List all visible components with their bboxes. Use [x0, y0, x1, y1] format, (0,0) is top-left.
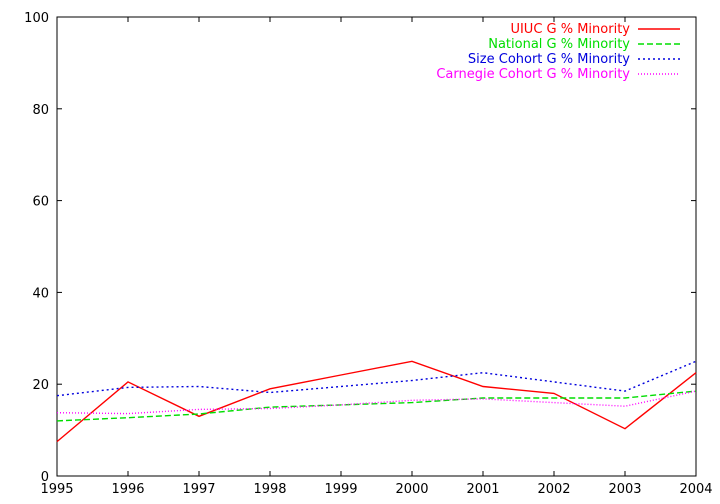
x-tick-label: 2001 [466, 482, 499, 497]
x-tick-label: 1998 [253, 482, 286, 497]
x-tick-label: 1997 [182, 482, 215, 497]
plot-frame [56, 16, 697, 477]
legend-label-0: UIUC G % Minority [510, 22, 630, 37]
legend-label-3: Carnegie Cohort G % Minority [436, 67, 630, 82]
y-tick-label: 80 [32, 103, 49, 118]
y-tick-label: 100 [24, 11, 49, 26]
x-tick-label: 1995 [40, 482, 73, 497]
legend-label-2: Size Cohort G % Minority [468, 52, 630, 67]
y-tick-label: 60 [32, 195, 49, 210]
series-line-1 [56, 390, 697, 422]
x-tick-label: 2000 [395, 482, 428, 497]
x-tick-label: 2003 [608, 482, 641, 497]
series-line-0 [56, 360, 697, 443]
y-tick-label: 20 [32, 378, 49, 393]
x-tick-label: 1996 [111, 482, 144, 497]
axis-tick-labels: 1995 1996 1997 1998 1999 2000 2001 2002 2003 2004… [24, 11, 712, 497]
axis-ticks [56, 16, 697, 477]
x-tick-label: 2004 [679, 482, 712, 497]
x-tick-label: 1999 [324, 482, 357, 497]
x-tick-label: 2002 [537, 482, 570, 497]
series-lines [56, 360, 697, 443]
series-line-2 [56, 360, 697, 397]
y-tick-label: 40 [32, 286, 49, 301]
legend-label-1: National G % Minority [488, 37, 630, 52]
y-tick-label: 0 [41, 470, 49, 485]
